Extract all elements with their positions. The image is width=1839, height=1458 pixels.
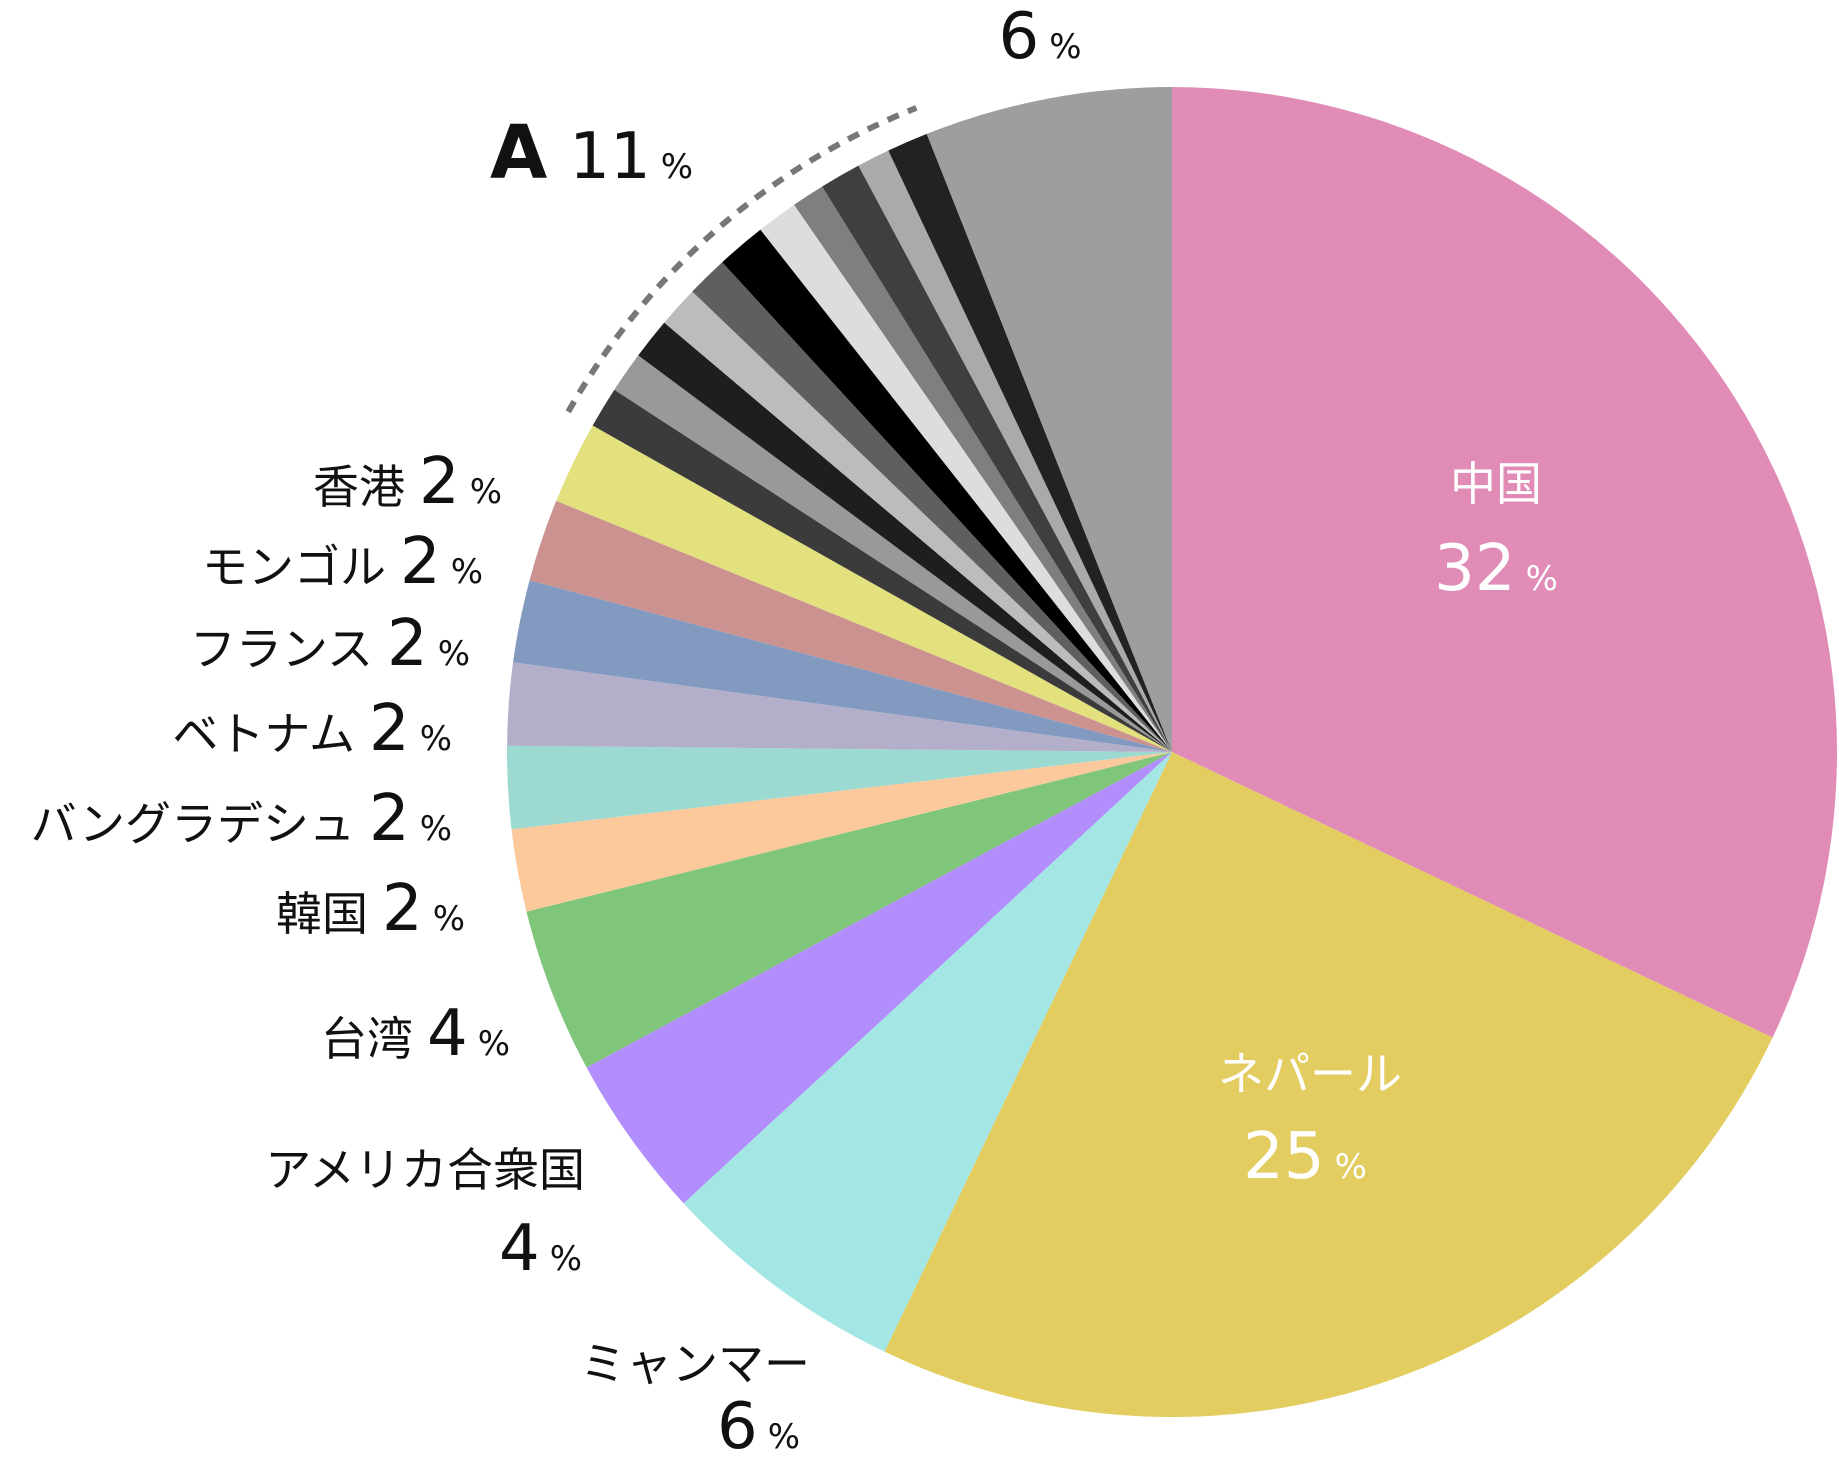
china-label-value: 32% [1434, 532, 1558, 606]
pie-slice-12 [614, 355, 1172, 752]
pie-slice-14 [664, 291, 1172, 752]
pie-slice-0 [1172, 87, 1837, 1038]
hongkong-label: 香港 2% [313, 445, 502, 519]
china-label-name: 中国 [1450, 457, 1542, 511]
taiwan-label: 台湾 4% [321, 997, 510, 1071]
myanmar-label-name: ミャンマー [580, 1337, 810, 1391]
pie-slice-8 [513, 580, 1172, 752]
other-label-value: 6% [998, 0, 1081, 74]
usa-label-value: 4% [499, 1212, 582, 1286]
bangladesh-label: バングラデシュ 2% [31, 782, 452, 856]
pie-slice-1 [884, 752, 1773, 1417]
vietnam-label: ベトナム 2% [172, 692, 452, 766]
group-a-dashed-arc [565, 105, 918, 414]
pie-slice-21 [888, 133, 1172, 752]
mongolia-label: モンゴル 2% [202, 525, 483, 599]
nepal-label-name: ネパール [1218, 1047, 1402, 1101]
pie-slice-22 [926, 87, 1172, 752]
pie-slice-19 [822, 165, 1172, 752]
pie-slice-3 [586, 752, 1172, 1204]
pie-slice-6 [507, 745, 1173, 830]
myanmar-label-value: 6% [717, 1390, 800, 1458]
pie-slice-11 [592, 389, 1172, 752]
usa-label-name: アメリカ合衆国 [265, 1143, 585, 1197]
pie-slice-9 [529, 500, 1172, 752]
pie-slice-5 [511, 752, 1172, 912]
pie-slice-15 [692, 262, 1172, 752]
pie-slice-16 [722, 229, 1172, 753]
pie-slice-17 [760, 204, 1172, 752]
pie-slice-2 [683, 752, 1172, 1352]
pie-slices [507, 87, 1837, 1417]
nepal-label-value: 25% [1243, 1120, 1367, 1194]
france-label: フランス 2% [190, 607, 470, 681]
pie-slice-13 [638, 322, 1172, 752]
korea-label: 韓国 2% [276, 872, 465, 946]
group-a-label: A 11% [490, 110, 693, 196]
pie-slice-20 [858, 150, 1172, 753]
pie-slice-7 [507, 662, 1172, 752]
pie-slice-4 [526, 752, 1172, 1068]
pie-slice-18 [794, 186, 1172, 753]
pie-slice-10 [556, 425, 1172, 752]
